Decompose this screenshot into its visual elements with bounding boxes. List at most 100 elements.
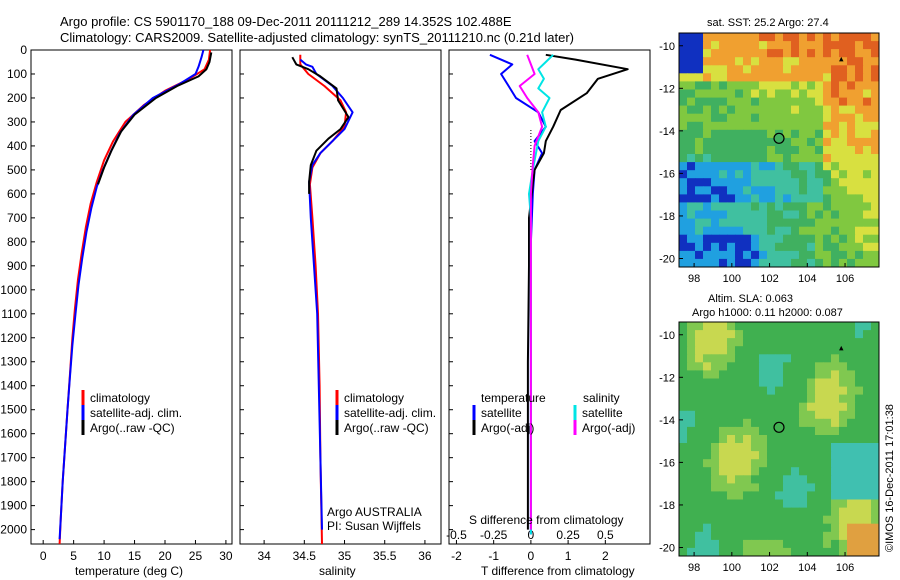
map-cell bbox=[831, 451, 840, 460]
map-cell bbox=[679, 443, 688, 452]
map-cell bbox=[759, 410, 768, 420]
map-cell bbox=[767, 370, 776, 379]
map-cell bbox=[719, 170, 728, 179]
map-cell bbox=[767, 322, 776, 331]
map-cell bbox=[759, 451, 768, 460]
map-cell bbox=[711, 33, 720, 42]
map-cell bbox=[695, 178, 704, 187]
map-cell bbox=[847, 57, 856, 66]
map-cell bbox=[703, 531, 712, 541]
map-cell bbox=[831, 475, 840, 484]
map-cell bbox=[775, 370, 784, 379]
map-cell bbox=[863, 515, 872, 525]
map-cell bbox=[775, 378, 784, 388]
map-cell bbox=[767, 242, 776, 252]
map-cell bbox=[831, 394, 840, 404]
map-cell bbox=[839, 402, 848, 412]
map-cell bbox=[863, 49, 872, 58]
map-cell bbox=[767, 410, 776, 420]
map-cell bbox=[687, 322, 696, 331]
map-cell bbox=[767, 121, 776, 131]
map-cell bbox=[679, 515, 688, 525]
map-cell bbox=[727, 210, 736, 220]
map-cell bbox=[711, 515, 720, 525]
sla-map: Altim. SLA: 0.063 Argo h1000: 0.11 h2000… bbox=[659, 293, 880, 574]
map-cell bbox=[847, 105, 856, 115]
map-cell bbox=[855, 394, 864, 404]
map-cell bbox=[799, 258, 808, 268]
map-cell bbox=[751, 443, 760, 452]
map-cell bbox=[871, 483, 880, 492]
map-cell bbox=[863, 121, 872, 131]
map-cell bbox=[783, 49, 792, 58]
map-cell bbox=[807, 435, 816, 444]
map-cell bbox=[719, 210, 728, 220]
map-cell bbox=[711, 475, 720, 484]
map-cell bbox=[727, 154, 736, 163]
map-cell bbox=[807, 202, 816, 211]
map-cell bbox=[823, 499, 832, 509]
map-cell bbox=[823, 162, 832, 171]
map-cell bbox=[823, 418, 832, 428]
map-cell bbox=[751, 33, 760, 42]
map-cell bbox=[823, 435, 832, 444]
map-cell bbox=[679, 362, 688, 371]
map-cell bbox=[815, 362, 824, 371]
map-cell bbox=[759, 370, 768, 379]
map-cell bbox=[703, 226, 712, 236]
map-cell bbox=[831, 507, 840, 517]
map-cell bbox=[807, 129, 816, 139]
map-cell bbox=[687, 170, 696, 179]
map-cell bbox=[863, 539, 872, 549]
map-cell bbox=[695, 73, 704, 82]
map-cell bbox=[863, 154, 872, 163]
map-cell bbox=[783, 362, 792, 371]
map-cell bbox=[679, 89, 688, 99]
map-cell bbox=[767, 146, 776, 155]
map-cell bbox=[855, 121, 864, 131]
map-cell bbox=[863, 338, 872, 347]
map-cell bbox=[743, 547, 752, 557]
map-cell bbox=[775, 113, 784, 123]
map-cell bbox=[783, 443, 792, 452]
map-cell bbox=[687, 65, 696, 74]
map-cell bbox=[743, 338, 752, 347]
map-cell bbox=[847, 178, 856, 187]
map-cell bbox=[863, 218, 872, 228]
map-cell bbox=[759, 507, 768, 517]
map-cell bbox=[743, 507, 752, 517]
map-cell bbox=[783, 410, 792, 420]
map-cell bbox=[687, 370, 696, 379]
map-cell bbox=[855, 459, 864, 468]
map-cell bbox=[759, 234, 768, 244]
map-cell bbox=[815, 129, 824, 139]
map-cell bbox=[711, 394, 720, 404]
y-tick-label: 900 bbox=[7, 259, 27, 273]
map-cell bbox=[775, 178, 784, 187]
map-cell bbox=[871, 113, 880, 123]
legend-title-salinity: salinity bbox=[583, 391, 620, 405]
map-cell bbox=[855, 89, 864, 99]
map-cell bbox=[703, 491, 712, 500]
map-cell bbox=[823, 322, 832, 331]
map-cell bbox=[751, 186, 760, 195]
map-cell bbox=[799, 475, 808, 484]
map-cell bbox=[847, 202, 856, 211]
series-line-satellite-adj-clim- bbox=[299, 58, 354, 530]
map-cell bbox=[839, 499, 848, 509]
map-cell bbox=[767, 250, 776, 260]
map-cell bbox=[759, 186, 768, 195]
map-cell bbox=[767, 523, 776, 533]
map-x-tick-label: 102 bbox=[760, 273, 778, 285]
map-cell bbox=[831, 523, 840, 533]
map-cell bbox=[799, 73, 808, 82]
map-cell bbox=[727, 57, 736, 66]
map-cell bbox=[727, 338, 736, 347]
map-cell bbox=[871, 443, 880, 452]
map-cell bbox=[815, 65, 824, 74]
map-cell bbox=[759, 515, 768, 525]
map-cell bbox=[679, 162, 688, 171]
map-cell bbox=[775, 162, 784, 171]
map-cell bbox=[775, 65, 784, 74]
map-cell bbox=[735, 137, 744, 147]
